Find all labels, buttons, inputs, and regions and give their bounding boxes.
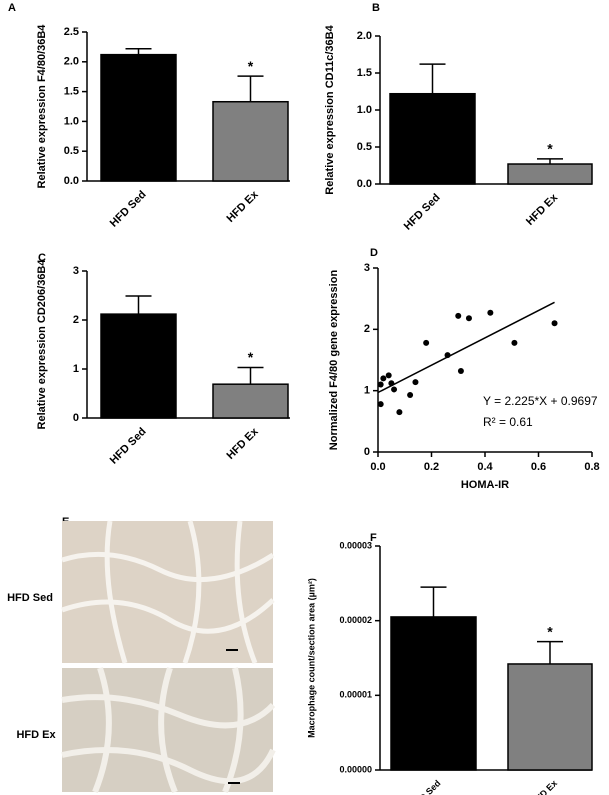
bar bbox=[100, 53, 177, 182]
panel-letter: F bbox=[370, 532, 377, 544]
x-tick-label: 0.2 bbox=[424, 461, 439, 473]
annotation: Y = 2.225*X + 0.9697 bbox=[483, 394, 598, 408]
point bbox=[377, 401, 384, 408]
y-axis-title: Relative expression CD206/36B4 bbox=[36, 259, 48, 430]
significance-label: * bbox=[547, 141, 553, 157]
y-tick-label: 1 bbox=[73, 363, 79, 375]
panel-letter: A bbox=[8, 2, 16, 14]
x-tick-label: HFD Sed bbox=[409, 778, 443, 795]
y-axis-title: Macrophage count/section area (µm²) bbox=[306, 578, 316, 738]
y-tick-label: 0 bbox=[73, 412, 79, 424]
micrograph bbox=[62, 521, 273, 663]
x-tick-label: 0.0 bbox=[370, 461, 385, 473]
panel-letter: B bbox=[372, 2, 380, 14]
x-tick-label: HFD Ex bbox=[524, 191, 561, 228]
y-axis-title: Normalized F4/80 gene expression bbox=[328, 270, 340, 451]
y-tick-label: 2.0 bbox=[357, 30, 372, 42]
panel: F Macrophage count/section area (µm²) 0.00… bbox=[306, 532, 593, 795]
x-tick-label: 0.4 bbox=[477, 461, 493, 473]
y-axis-title: Relative expression F4/80/36B4 bbox=[36, 24, 48, 189]
x-tick-label: HFD Sed bbox=[108, 426, 149, 467]
point bbox=[423, 339, 430, 346]
y-tick-label: 2 bbox=[364, 323, 370, 335]
y-tick-label: 1.0 bbox=[357, 104, 372, 116]
fit-line bbox=[377, 301, 555, 394]
x-tick-label: 0.6 bbox=[531, 461, 546, 473]
y-tick-label: 0 bbox=[364, 446, 370, 458]
bar bbox=[390, 616, 477, 771]
point bbox=[385, 372, 392, 379]
point bbox=[407, 391, 414, 398]
row-label: HFD Sed bbox=[7, 592, 53, 604]
panel: B Relative expression CD11c/36B4 0.0 0.5 1.0… bbox=[324, 2, 593, 233]
panel-letter: C bbox=[38, 252, 46, 264]
x-tick-label: HFD Ex bbox=[225, 188, 262, 225]
y-tick-label: 0.00001 bbox=[339, 690, 372, 700]
panel-e: E HFD Sed HFD Ex bbox=[7, 516, 276, 794]
point bbox=[396, 409, 403, 416]
panel: D Normalized F4/80 gene expression 0 1 2 3 0.0… bbox=[328, 247, 600, 491]
y-tick-label: 1.0 bbox=[64, 115, 79, 127]
x-tick-label: HFD Ex bbox=[225, 425, 262, 462]
bar bbox=[507, 663, 593, 771]
point bbox=[444, 352, 451, 359]
micrograph-texture bbox=[61, 520, 275, 664]
y-tick-label: 2.5 bbox=[64, 26, 79, 38]
y-tick-label: 0.5 bbox=[357, 141, 372, 153]
x-axis-title: HOMA-IR bbox=[461, 479, 509, 491]
y-tick-label: 3 bbox=[73, 265, 79, 277]
point bbox=[457, 368, 464, 375]
bar bbox=[212, 383, 289, 419]
bar bbox=[507, 163, 593, 185]
y-tick-label: 2 bbox=[73, 314, 79, 326]
y-tick-label: 0.00002 bbox=[339, 615, 372, 625]
y-tick-label: 1.5 bbox=[357, 67, 372, 79]
point bbox=[465, 315, 472, 322]
point bbox=[391, 386, 398, 393]
row-label: HFD Ex bbox=[16, 729, 56, 741]
y-tick-label: 1.5 bbox=[64, 86, 79, 98]
y-axis-title: Relative expression CD11c/36B4 bbox=[324, 24, 336, 194]
y-tick-label: 2.0 bbox=[64, 56, 79, 68]
panel-letter: D bbox=[370, 247, 378, 259]
bar bbox=[100, 313, 177, 419]
y-tick-label: 0.00003 bbox=[339, 540, 372, 550]
x-tick-label: 0.8 bbox=[584, 461, 599, 473]
point bbox=[551, 320, 558, 327]
annotation: R² = 0.61 bbox=[483, 415, 533, 429]
y-tick-label: 0.5 bbox=[64, 145, 79, 157]
significance-label: * bbox=[547, 623, 553, 639]
y-tick-label: 0.0 bbox=[64, 175, 79, 187]
x-tick-label: HFD Ex bbox=[529, 778, 559, 795]
scale-bar bbox=[228, 782, 240, 784]
point bbox=[511, 339, 518, 346]
y-tick-label: 1 bbox=[364, 385, 370, 397]
bar bbox=[389, 92, 476, 185]
x-tick-label: HFD Sed bbox=[108, 189, 149, 230]
point bbox=[380, 375, 387, 382]
point bbox=[487, 309, 494, 316]
y-tick-label: 3 bbox=[364, 262, 370, 274]
panel: A Relative expression F4/80/36B4 0.0 0.5 1.0… bbox=[8, 2, 290, 230]
significance-label: * bbox=[248, 349, 254, 365]
point bbox=[377, 381, 384, 388]
scale-bar bbox=[226, 649, 238, 651]
point bbox=[388, 380, 395, 387]
micrograph-texture bbox=[61, 667, 276, 794]
bar bbox=[212, 100, 289, 182]
y-tick-label: 0.0 bbox=[357, 178, 372, 190]
significance-label: * bbox=[248, 58, 254, 74]
point bbox=[412, 379, 419, 386]
x-tick-label: HFD Sed bbox=[402, 192, 443, 233]
y-tick-label: 0.00000 bbox=[339, 764, 372, 774]
point bbox=[455, 312, 462, 319]
